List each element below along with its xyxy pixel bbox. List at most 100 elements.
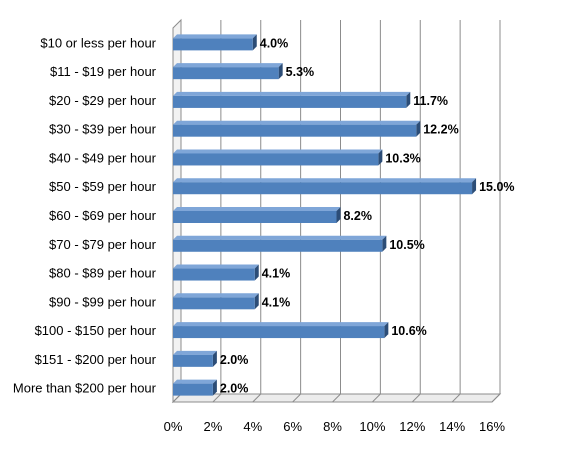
bar-front (173, 95, 407, 108)
floor-gridline (252, 393, 262, 403)
category-label: More than $200 per hour (13, 381, 157, 396)
bar-top (173, 91, 411, 96)
bar-top (173, 207, 341, 211)
bar-top (173, 149, 383, 154)
bar-front (173, 383, 213, 396)
x-tick-label: 10% (359, 419, 385, 434)
bar (173, 350, 217, 367)
bar-front (173, 124, 417, 137)
bar (173, 379, 217, 396)
bar-front (173, 182, 473, 195)
bar (173, 149, 383, 166)
bar (173, 34, 257, 51)
bar-front (173, 153, 379, 166)
bar (173, 207, 341, 223)
bar (173, 178, 477, 195)
x-tick-labels: 0% 2% 4% 6% 8% 10% 12% 14% 16% (164, 419, 506, 434)
data-label: 4.1% (262, 267, 291, 281)
bar-front (173, 67, 279, 80)
data-label: 4.0% (260, 36, 289, 50)
floor-gridline (332, 393, 341, 403)
x-tick-label: 2% (203, 419, 222, 434)
x-tick-label: 16% (479, 419, 505, 434)
data-label: 10.3% (385, 151, 420, 165)
floor-gridline (491, 393, 501, 403)
data-labels: 4.0% 5.3% 11.7% 12.2%10.3% 15.0% 8.2% 10.5% 4.1… (220, 36, 515, 395)
category-label: $60 - $69 per hour (49, 208, 157, 223)
data-label: 2.0% (220, 382, 249, 396)
bar-front (173, 326, 385, 339)
x-tick-label: 4% (243, 419, 262, 434)
bar-top (173, 235, 387, 240)
bar (173, 235, 387, 252)
bar-front (173, 239, 383, 252)
bar-front (173, 211, 337, 223)
bar-top (173, 293, 259, 298)
bar-top (173, 120, 421, 125)
category-label: $20 - $29 per hour (49, 93, 157, 108)
x-tick-label: 6% (283, 419, 302, 434)
bars (173, 34, 477, 396)
bar (173, 63, 283, 80)
bar-end (416, 120, 421, 137)
floor-gridline (451, 393, 461, 403)
category-label: $151 - $200 per hour (35, 352, 157, 367)
bar-end (212, 379, 217, 396)
bar-end (278, 63, 283, 80)
category-labels: $10 or less per hour $11 - $19 per hour $2… (13, 35, 157, 395)
bar-front (173, 354, 213, 367)
bar-top (173, 264, 259, 269)
bar-front (173, 297, 255, 310)
data-label: 4.1% (262, 295, 291, 309)
bar-top (173, 379, 217, 384)
bar-end (378, 149, 383, 166)
data-label: 12.2% (423, 123, 458, 137)
bar-end (384, 322, 389, 339)
bar-end (254, 293, 259, 310)
category-label: $10 or less per hour (40, 35, 156, 50)
x-tick-label: 14% (439, 419, 465, 434)
bar-top (173, 350, 217, 355)
category-label: $90 - $99 per hour (49, 294, 157, 309)
bar-end (406, 91, 411, 108)
data-label: 10.6% (391, 324, 426, 338)
category-label: $40 - $49 per hour (49, 150, 157, 165)
data-label: 8.2% (343, 209, 372, 223)
data-label: 11.7% (413, 94, 448, 108)
data-label: 10.5% (389, 238, 424, 252)
x-tick-label: 12% (399, 419, 425, 434)
floor-gridline (372, 393, 381, 403)
bar-end (254, 264, 259, 281)
data-label: 2.0% (220, 353, 249, 367)
floor-gridline (411, 393, 421, 403)
category-label: $70 - $79 per hour (49, 237, 157, 252)
data-label: 5.3% (286, 65, 315, 79)
bar-top (173, 322, 389, 327)
floor-gridline (292, 393, 301, 403)
floor-gridline (212, 393, 222, 403)
category-label: $100 - $150 per hour (35, 323, 157, 338)
bar (173, 264, 259, 281)
bar-end (382, 235, 387, 252)
bar-top (173, 63, 283, 68)
bar (173, 120, 421, 137)
data-label: 15.0% (479, 180, 514, 194)
category-label: $11 - $19 per hour (50, 64, 157, 79)
category-label: $30 - $39 per hour (49, 122, 157, 137)
bar (173, 293, 259, 310)
bar-front (173, 268, 255, 281)
bar-front (173, 38, 253, 51)
bar-end (212, 350, 217, 367)
category-label: $80 - $89 per hour (49, 266, 157, 281)
bar-end (336, 207, 341, 223)
x-tick-label: 0% (164, 419, 183, 434)
bar (173, 322, 389, 339)
bar-top (173, 34, 257, 39)
bar-top (173, 178, 477, 183)
bar-end (252, 34, 257, 51)
bar-end (472, 178, 477, 195)
x-tick-label: 8% (323, 419, 342, 434)
bar (173, 91, 411, 108)
category-label: $50 - $59 per hour (49, 179, 157, 194)
